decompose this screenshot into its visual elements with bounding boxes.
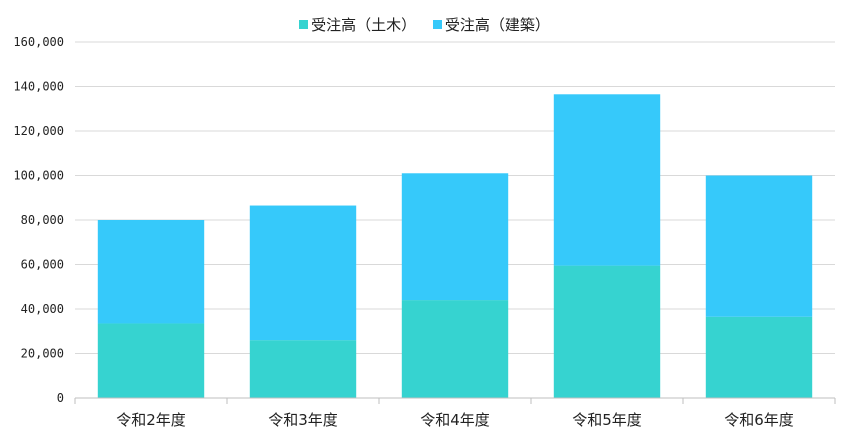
y-axis-ticks: 0 20,000 40,000 60,000 80,000 100,000 120,000 1… bbox=[13, 35, 64, 405]
bar-building bbox=[705, 175, 813, 317]
legend-label-building: 受注高（建築） bbox=[444, 16, 550, 34]
bar-civil bbox=[553, 265, 661, 398]
bar-civil bbox=[249, 340, 357, 398]
x-axis-ticks: 令和2年度 令和3年度 令和4年度 令和5年度 令和6年度 bbox=[74, 398, 836, 429]
legend-swatch-building bbox=[432, 20, 442, 29]
legend-item-civil: 受注高（土木） bbox=[299, 14, 416, 35]
bar-building bbox=[97, 220, 205, 324]
x-tick-label: 令和5年度 bbox=[572, 411, 642, 429]
bar-building bbox=[401, 173, 509, 301]
y-tick-label: 100,000 bbox=[13, 169, 64, 183]
bar-civil bbox=[97, 323, 205, 398]
bar-civil bbox=[705, 316, 813, 398]
x-tick-label: 令和2年度 bbox=[116, 411, 186, 429]
legend-item-building: 受注高（建築） bbox=[432, 14, 550, 35]
y-tick-label: 0 bbox=[57, 391, 64, 405]
bar-civil bbox=[401, 300, 509, 398]
bars bbox=[97, 94, 813, 398]
legend-swatch-civil bbox=[299, 20, 309, 29]
x-tick-label: 令和6年度 bbox=[724, 411, 794, 429]
chart-legend: 受注高（土木） 受注高（建築） bbox=[0, 14, 849, 35]
bar-building bbox=[249, 205, 357, 341]
legend-label-civil: 受注高（土木） bbox=[311, 16, 417, 34]
x-tick-label: 令和3年度 bbox=[268, 411, 338, 429]
x-tick-label: 令和4年度 bbox=[420, 411, 490, 429]
y-tick-label: 140,000 bbox=[13, 80, 64, 94]
bar-building bbox=[553, 94, 661, 266]
y-tick-label: 20,000 bbox=[21, 347, 64, 361]
y-tick-label: 60,000 bbox=[21, 258, 64, 272]
y-tick-label: 120,000 bbox=[13, 124, 64, 138]
y-tick-label: 80,000 bbox=[21, 213, 64, 227]
y-tick-label: 160,000 bbox=[13, 35, 64, 49]
y-tick-label: 40,000 bbox=[21, 302, 64, 316]
